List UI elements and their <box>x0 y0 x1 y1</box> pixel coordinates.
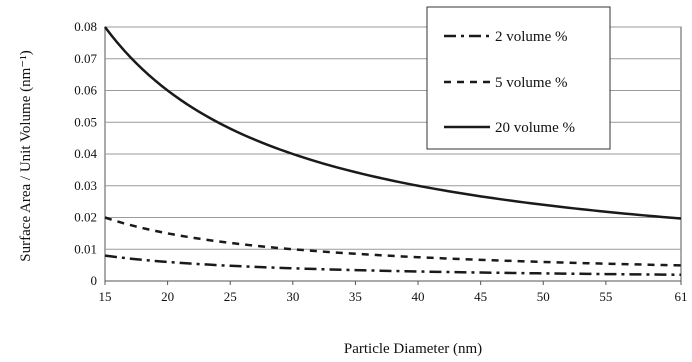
legend-label: 20 volume % <box>495 120 575 136</box>
x-tick-label: 50 <box>537 289 550 304</box>
x-tick-label: 40 <box>412 289 425 304</box>
x-tick-label: 20 <box>161 289 174 304</box>
y-tick-label: 0.03 <box>74 178 97 193</box>
legend <box>426 6 611 150</box>
x-axis-title: Particle Diameter (nm) <box>344 341 482 357</box>
y-tick-label: 0 <box>91 273 98 288</box>
legend-label: 2 volume % <box>495 29 568 45</box>
series-line-1 <box>104 254 682 276</box>
y-tick-label: 0.08 <box>74 19 97 34</box>
y-tick-label: 0.02 <box>74 210 97 225</box>
x-tick-label: 25 <box>224 289 237 304</box>
y-axis-title: Surface Area / Unit Volume (nm⁻¹) <box>18 50 34 261</box>
series-line-2 <box>104 216 682 267</box>
y-tick-label: 0.06 <box>74 83 97 98</box>
x-tick-label: 30 <box>286 289 299 304</box>
series-line-3 <box>104 26 682 220</box>
y-tick-label: 0.01 <box>74 241 97 256</box>
legend-label: 5 volume % <box>495 75 568 91</box>
x-tick-label: 61 <box>675 289 688 304</box>
x-tick-label: 45 <box>474 289 487 304</box>
x-tick-label: 35 <box>349 289 362 304</box>
x-tick-label: 55 <box>599 289 612 304</box>
y-tick-label: 0.04 <box>74 146 97 161</box>
y-tick-label: 0.07 <box>74 51 97 66</box>
y-tick-label: 0.05 <box>74 114 97 129</box>
x-tick-label: 15 <box>99 289 112 304</box>
